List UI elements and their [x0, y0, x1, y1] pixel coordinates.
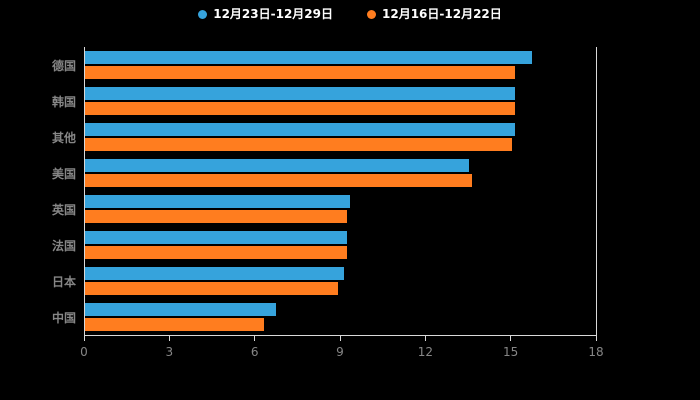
bar-group — [85, 263, 597, 299]
bar[interactable] — [85, 87, 515, 100]
y-axis-label: 韩国 — [51, 94, 76, 109]
chart-legend: 12月23日-12月29日 12月16日-12月22日 — [0, 8, 700, 20]
y-axis-label: 日本 — [51, 274, 76, 289]
gridline-x18 — [596, 47, 597, 335]
y-axis-label: 英国 — [51, 202, 76, 217]
x-tick-mark — [339, 336, 341, 341]
plot-area — [84, 47, 597, 336]
y-axis-label: 德国 — [51, 58, 76, 73]
x-tick-mark — [510, 336, 512, 341]
x-tick-label: 15 — [503, 345, 519, 359]
x-tick-label: 6 — [250, 345, 259, 359]
bar[interactable] — [85, 195, 350, 208]
bar-group — [85, 155, 597, 191]
x-tick-label: 3 — [165, 345, 174, 359]
bar-group — [85, 191, 597, 227]
x-tick-mark — [595, 336, 597, 341]
bar[interactable] — [85, 231, 347, 244]
bar-group — [85, 47, 597, 83]
bar[interactable] — [85, 159, 469, 172]
y-axis-label: 中国 — [51, 310, 76, 325]
x-tick-mark — [83, 336, 85, 341]
bar-group — [85, 119, 597, 155]
bar[interactable] — [85, 282, 339, 295]
x-tick-mark — [424, 336, 426, 341]
y-axis-labels: 德国韩国其他美国英国法国日本中国 — [0, 47, 76, 335]
y-axis-label: 其他 — [51, 130, 76, 145]
bar[interactable] — [85, 138, 512, 151]
bar[interactable] — [85, 174, 472, 187]
x-tick-label: 0 — [80, 345, 88, 359]
legend-marker-orange-icon — [367, 9, 376, 19]
legend-label-dec23-29: 12月23日-12月29日 — [213, 7, 333, 21]
x-tick-label: 18 — [588, 345, 604, 359]
bar[interactable] — [85, 303, 276, 316]
bar[interactable] — [85, 318, 265, 331]
bar[interactable] — [85, 246, 347, 259]
bar[interactable] — [85, 102, 515, 115]
bar[interactable] — [85, 66, 515, 79]
y-axis-label: 法国 — [51, 238, 76, 253]
x-tick-mark — [168, 336, 170, 341]
bar-group — [85, 83, 597, 119]
x-tick-label: 12 — [417, 345, 433, 359]
legend-item-dec23-29[interactable]: 12月23日-12月29日 — [198, 8, 333, 20]
x-tick-mark — [254, 336, 256, 341]
bar[interactable] — [85, 210, 347, 223]
bar[interactable] — [85, 51, 532, 64]
legend-item-dec16-22[interactable]: 12月16日-12月22日 — [367, 8, 502, 20]
y-axis-label: 美国 — [51, 166, 76, 181]
bar-group — [85, 227, 597, 263]
bar[interactable] — [85, 267, 344, 280]
bar[interactable] — [85, 123, 515, 136]
legend-label-dec16-22: 12月16日-12月22日 — [382, 7, 502, 21]
x-axis: 0 3 6 9 12 15 18 — [80, 336, 604, 366]
x-tick-label: 9 — [336, 345, 344, 359]
legend-marker-blue-icon — [198, 9, 208, 19]
bar-group — [85, 299, 597, 335]
